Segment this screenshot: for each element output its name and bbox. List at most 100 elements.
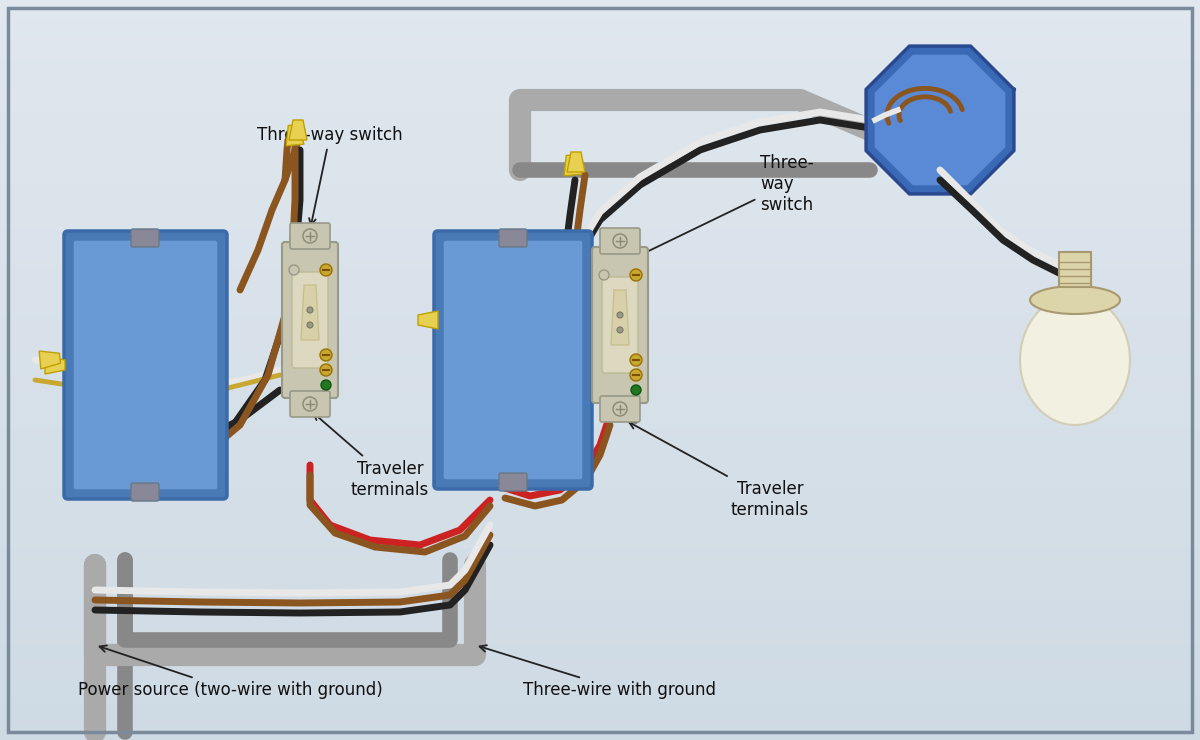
Bar	[0, 659, 1200, 666]
Polygon shape	[1020, 295, 1130, 425]
Polygon shape	[611, 290, 629, 345]
Bar	[0, 540, 1200, 548]
Circle shape	[289, 265, 299, 275]
Bar	[0, 363, 1200, 370]
Polygon shape	[418, 311, 438, 329]
Bar	[0, 422, 1200, 429]
Bar	[0, 570, 1200, 577]
Bar	[0, 303, 1200, 311]
Bar	[0, 577, 1200, 585]
Circle shape	[302, 397, 317, 411]
Bar	[0, 311, 1200, 318]
Bar	[0, 681, 1200, 688]
Polygon shape	[564, 155, 582, 176]
Bar	[0, 710, 1200, 718]
Bar	[0, 474, 1200, 481]
Text: Three-wire with ground: Three-wire with ground	[480, 645, 716, 699]
Circle shape	[320, 364, 332, 376]
Bar	[0, 562, 1200, 570]
Bar	[0, 496, 1200, 503]
Bar	[0, 126, 1200, 133]
Bar	[0, 414, 1200, 422]
Bar	[0, 407, 1200, 414]
Polygon shape	[566, 152, 584, 172]
Bar	[0, 348, 1200, 355]
Bar	[0, 44, 1200, 52]
Bar	[0, 725, 1200, 733]
Bar	[0, 215, 1200, 222]
Bar	[0, 370, 1200, 377]
FancyBboxPatch shape	[443, 240, 583, 480]
Circle shape	[320, 349, 332, 361]
Bar	[0, 22, 1200, 30]
Polygon shape	[866, 46, 1014, 194]
Bar	[0, 481, 1200, 488]
Polygon shape	[40, 351, 60, 369]
Bar	[0, 30, 1200, 37]
Bar	[0, 444, 1200, 451]
FancyBboxPatch shape	[131, 229, 160, 247]
Bar	[0, 163, 1200, 170]
Bar	[0, 81, 1200, 89]
Polygon shape	[875, 56, 1004, 185]
Bar	[0, 259, 1200, 266]
Bar	[0, 200, 1200, 207]
Bar	[0, 503, 1200, 511]
Polygon shape	[46, 356, 65, 374]
Text: Power source (two-wire with ground): Power source (two-wire with ground)	[78, 645, 383, 699]
Bar	[0, 688, 1200, 696]
FancyBboxPatch shape	[434, 231, 592, 489]
Bar	[0, 222, 1200, 229]
Circle shape	[613, 402, 628, 416]
Bar	[0, 429, 1200, 437]
Bar	[0, 718, 1200, 725]
Bar	[0, 7, 1200, 15]
Bar	[0, 318, 1200, 326]
Bar	[0, 355, 1200, 363]
Bar	[0, 525, 1200, 533]
Bar	[0, 237, 1200, 244]
Bar	[0, 192, 1200, 200]
Bar	[0, 629, 1200, 636]
FancyBboxPatch shape	[499, 473, 527, 491]
Bar	[0, 74, 1200, 81]
Bar	[0, 333, 1200, 340]
Bar	[0, 673, 1200, 681]
Bar	[0, 178, 1200, 185]
Bar	[0, 15, 1200, 22]
Circle shape	[307, 307, 313, 313]
Bar	[0, 548, 1200, 555]
Bar	[0, 666, 1200, 673]
Bar	[0, 118, 1200, 126]
Circle shape	[617, 327, 623, 333]
Text: Traveler
terminals: Traveler terminals	[629, 423, 809, 519]
Bar	[0, 392, 1200, 400]
Bar	[0, 207, 1200, 215]
Bar	[0, 585, 1200, 592]
Bar	[0, 326, 1200, 333]
Bar	[0, 59, 1200, 67]
Bar	[0, 185, 1200, 192]
Circle shape	[599, 270, 608, 280]
Bar	[0, 400, 1200, 407]
Bar	[0, 377, 1200, 385]
Circle shape	[630, 369, 642, 381]
Bar	[0, 289, 1200, 296]
Bar	[0, 488, 1200, 496]
Bar	[0, 52, 1200, 59]
Bar	[0, 252, 1200, 259]
Bar	[0, 67, 1200, 74]
Bar	[0, 703, 1200, 710]
Bar	[0, 651, 1200, 659]
Bar	[0, 340, 1200, 348]
FancyBboxPatch shape	[73, 240, 218, 490]
Bar	[0, 696, 1200, 703]
Bar	[0, 599, 1200, 607]
Bar	[0, 0, 1200, 7]
Bar	[0, 636, 1200, 644]
Bar	[0, 622, 1200, 629]
Polygon shape	[286, 124, 304, 146]
FancyBboxPatch shape	[292, 272, 328, 368]
Circle shape	[617, 312, 623, 318]
Bar	[0, 614, 1200, 622]
